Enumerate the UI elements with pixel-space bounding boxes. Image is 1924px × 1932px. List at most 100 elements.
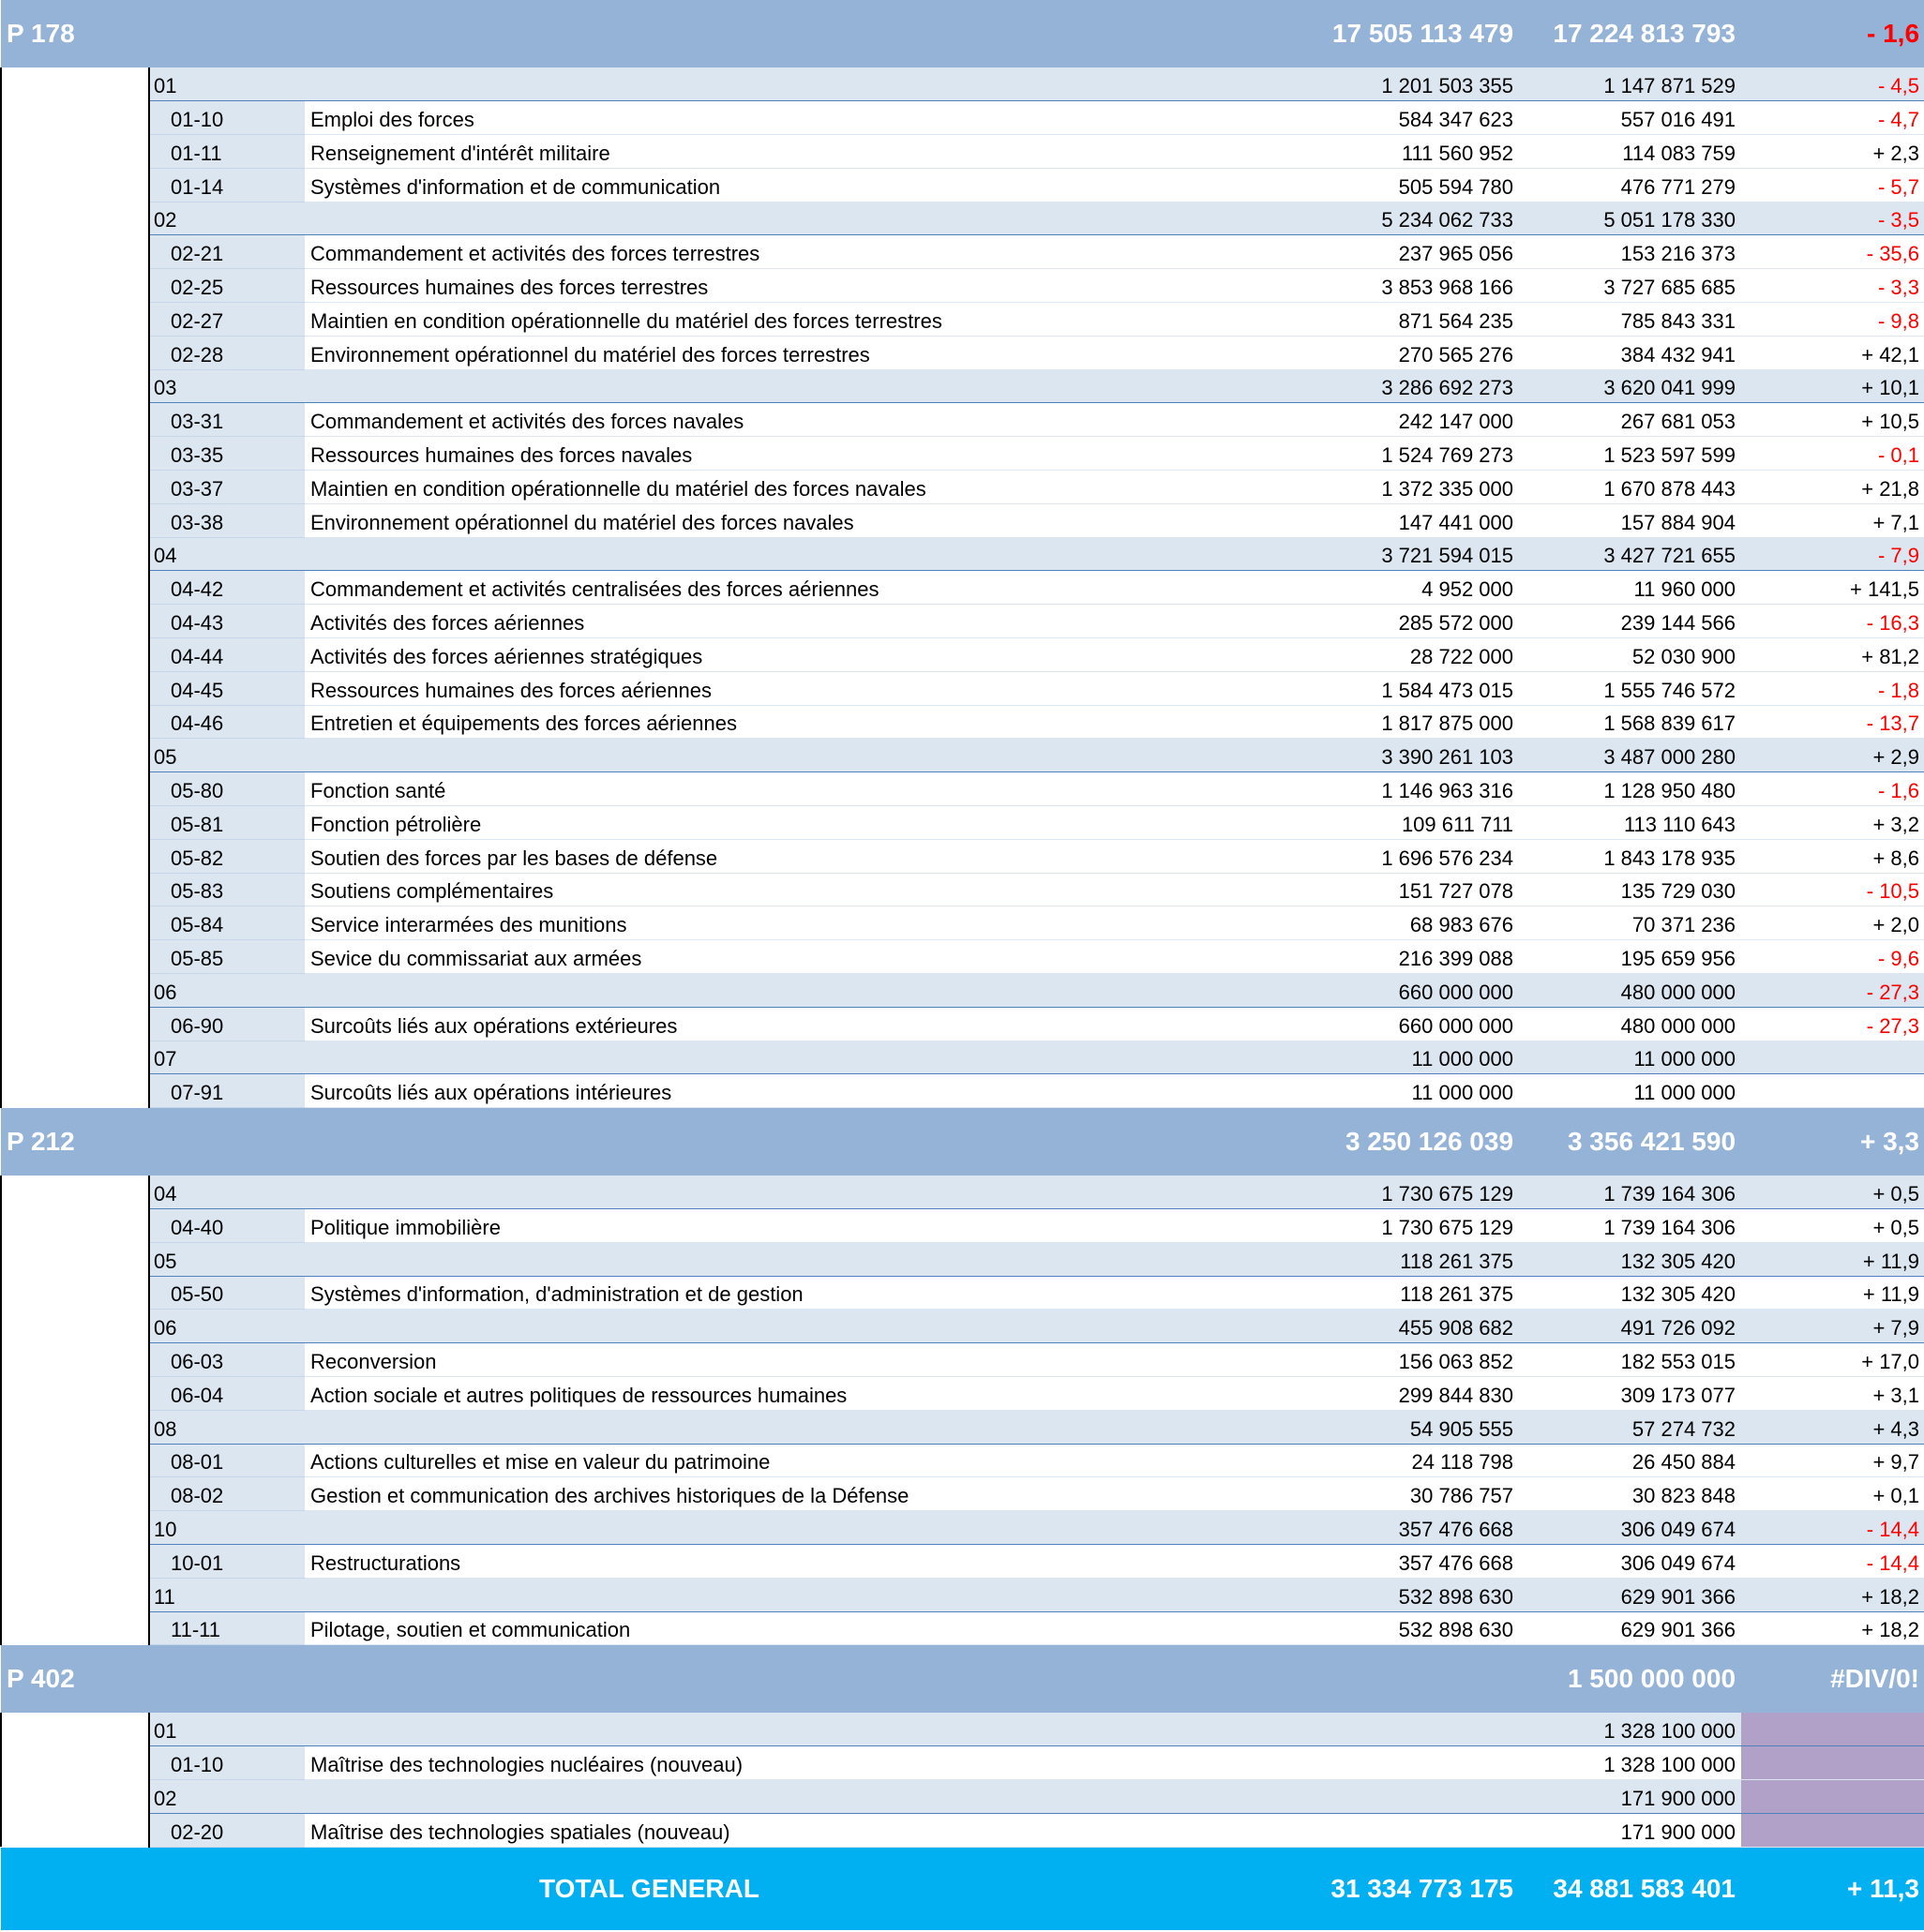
action-label: Renseignement d'intérêt militaire [305,134,1299,169]
value-2021: 216 399 088 [1298,939,1520,975]
blank-cell [0,1611,150,1645]
value-2022: 182 553 015 [1519,1342,1742,1377]
value-2021: 111 560 952 [1298,134,1520,169]
value-2021: 285 572 000 [1298,604,1520,639]
blank-cell [0,168,150,202]
group-code: 11 [149,1578,305,1612]
value-2021: 1 372 335 000 [1298,470,1520,504]
action-row: 04-45 Ressources humaines des forces aéri… [0,671,1924,706]
value-2022: 239 144 566 [1519,604,1742,639]
change-pct: - 16,3 [1741,604,1924,639]
change-pct: + 3,3 [1741,1107,1924,1176]
action-code: 03-37 [149,470,305,504]
value-2022: 557 016 491 [1519,100,1742,136]
blank-cell [0,1073,150,1108]
change-pct: + 7,9 [1741,1309,1924,1344]
action-row: 06-90 Surcoûts liés aux opérations extéri… [0,1007,1924,1041]
action-label [305,67,1299,102]
action-label [305,1175,1299,1209]
action-code: 05-82 [149,839,305,874]
action-label: Action sociale et autres politiques de r… [305,1376,1299,1411]
action-label: Activités des forces aériennes [305,604,1299,639]
group-code: 04 [149,537,305,572]
value-2022: 785 843 331 [1519,302,1742,337]
change-pct: - 9,8 [1741,302,1924,337]
change-pct: - 3,5 [1741,202,1924,236]
value-2021: 118 261 375 [1298,1242,1520,1277]
action-code: 03-35 [149,436,305,472]
action-code: 05-84 [149,906,305,941]
value-2021 [1298,1813,1520,1848]
value-2022: 1 568 839 617 [1519,705,1742,740]
action-label: Ressources humaines des forces terrestre… [305,268,1299,304]
action-code: 04-43 [149,604,305,639]
group-code: 02 [149,202,305,236]
blank-cell [0,705,150,739]
value-2022: 267 681 053 [1519,402,1742,438]
value-2022: 171 900 000 [1519,1813,1742,1848]
value-2021: 871 564 235 [1298,302,1520,337]
value-2022: 384 432 941 [1519,336,1742,370]
action-label [305,1712,1299,1747]
value-2022: 1 147 871 529 [1519,67,1742,102]
action-row: 06-03 Reconversion 156 063 852 182 553 015 +… [0,1342,1924,1377]
action-label: Restructurations [305,1544,1299,1579]
group-row: 07 11 000 000 11 000 000 [0,1041,1924,1075]
blank-cell [0,202,150,235]
group-row: 08 54 905 555 57 274 732 + 4,3 [0,1410,1924,1445]
action-code: 08-02 [149,1476,305,1512]
blank-cell [0,906,150,940]
action-code: 02-21 [149,234,305,270]
blank-cell [0,402,150,437]
value-2021 [1298,1712,1520,1747]
action-code: 05-80 [149,771,305,807]
value-2021: 3 250 126 039 [1298,1107,1520,1176]
value-2022: 1 670 878 443 [1519,470,1742,504]
group-row: 01 1 328 100 000 [0,1712,1924,1747]
blank-cell [0,470,150,504]
action-code: 11-11 [149,1611,305,1646]
action-label: Soutien des forces par les bases de défe… [305,839,1299,874]
program-code: P 212 [1,1107,1299,1176]
value-2022: 306 049 674 [1519,1510,1742,1545]
blank-cell [0,939,150,974]
group-row: 10 357 476 668 306 049 674- 14,4 [0,1510,1924,1545]
action-code: 01-11 [149,134,305,169]
action-code: 06-03 [149,1342,305,1377]
group-row: 11 532 898 630 629 901 366 + 18,2 [0,1578,1924,1612]
value-2022: 3 427 721 655 [1519,537,1742,572]
value-2022: 3 356 421 590 [1519,1107,1742,1176]
action-label: Entretien et équipements des forces aéri… [305,705,1299,740]
value-2021: 270 565 276 [1298,336,1520,370]
action-code: 07-91 [149,1073,305,1109]
blank-cell [0,1779,150,1814]
value-2022: 5 051 178 330 [1519,202,1742,236]
value-2021: 1 146 963 316 [1298,771,1520,807]
group-code: 06 [149,973,305,1008]
value-2022: 113 110 643 [1519,805,1742,840]
blank-cell [0,302,150,337]
change-pct: + 3,2 [1741,805,1924,840]
blank-cell [0,637,150,672]
action-label: Ressources humaines des forces aériennes [305,671,1299,706]
change-pct: - 14,4 [1741,1544,1924,1579]
action-row: 01-11 Renseignement d'intérêt militaire 11… [0,134,1924,169]
value-2022: 476 771 279 [1519,168,1742,202]
change-pct: - 7,9 [1741,537,1924,572]
action-code: 06-04 [149,1376,305,1411]
action-label [305,1578,1299,1612]
action-label [305,1410,1299,1445]
action-label: Commandement et activités centralisées d… [305,570,1299,606]
program-header: P 178 17 505 113 479 17 224 813 793- 1,6 [1,0,1924,67]
change-pct: - 4,7 [1741,100,1924,136]
group-row: 05 3 390 261 103 3 487 000 280 + 2,9 [0,738,1924,773]
blank-cell [0,1745,150,1780]
change-pct [1741,1041,1924,1075]
change-pct [1741,1712,1924,1747]
blank-cell [0,1309,150,1343]
action-code: 02-20 [149,1813,305,1848]
change-pct: + 11,9 [1741,1242,1924,1277]
action-label [305,1510,1299,1545]
change-pct: + 4,3 [1741,1410,1924,1445]
